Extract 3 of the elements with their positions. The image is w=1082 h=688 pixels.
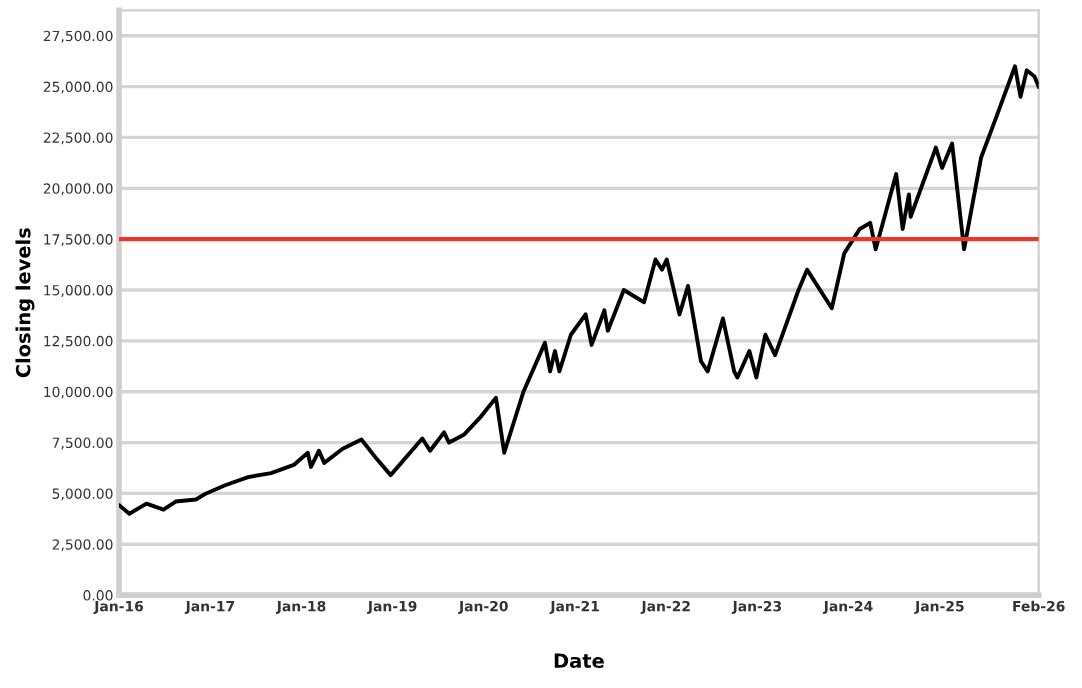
x-axis-title: Date	[554, 653, 604, 669]
line-series	[119, 64, 1039, 516]
y-axis-title: Closing levels	[15, 228, 35, 378]
